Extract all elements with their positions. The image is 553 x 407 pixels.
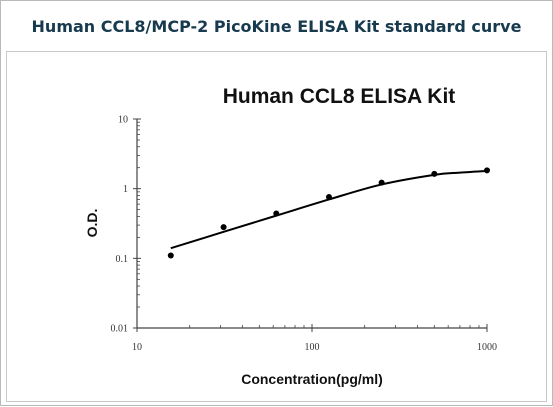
x-axis-label: Concentration(pg/ml) [241,371,383,387]
data-point [378,179,385,186]
chart-title: Human CCL8 ELISA Kit [223,85,456,108]
axes: 0.01 0.1 1 10 10 100 1000 [111,115,498,354]
data-points [167,167,490,259]
page-title: Human CCL8/MCP-2 PicoKine ELISA Kit stan… [31,17,522,36]
chart-panel [6,51,547,402]
y-tick-label: 0.1 [116,254,129,265]
data-point [167,252,174,259]
y-tick-label: 1 [123,184,128,195]
x-tick-label: 10 [132,342,142,353]
x-tick-label: 1000 [477,342,497,353]
y-tick-label: 10 [118,115,128,126]
y-tick-label: 0.01 [111,324,129,335]
data-point [325,193,332,200]
fit-curve-group [170,169,488,250]
y-axis-label: O.D. [84,209,100,238]
data-point [484,167,490,174]
data-point [273,210,280,217]
x-tick-label: 100 [305,342,320,353]
fit-curve [170,169,488,250]
data-point [220,224,227,231]
data-point [431,170,438,177]
